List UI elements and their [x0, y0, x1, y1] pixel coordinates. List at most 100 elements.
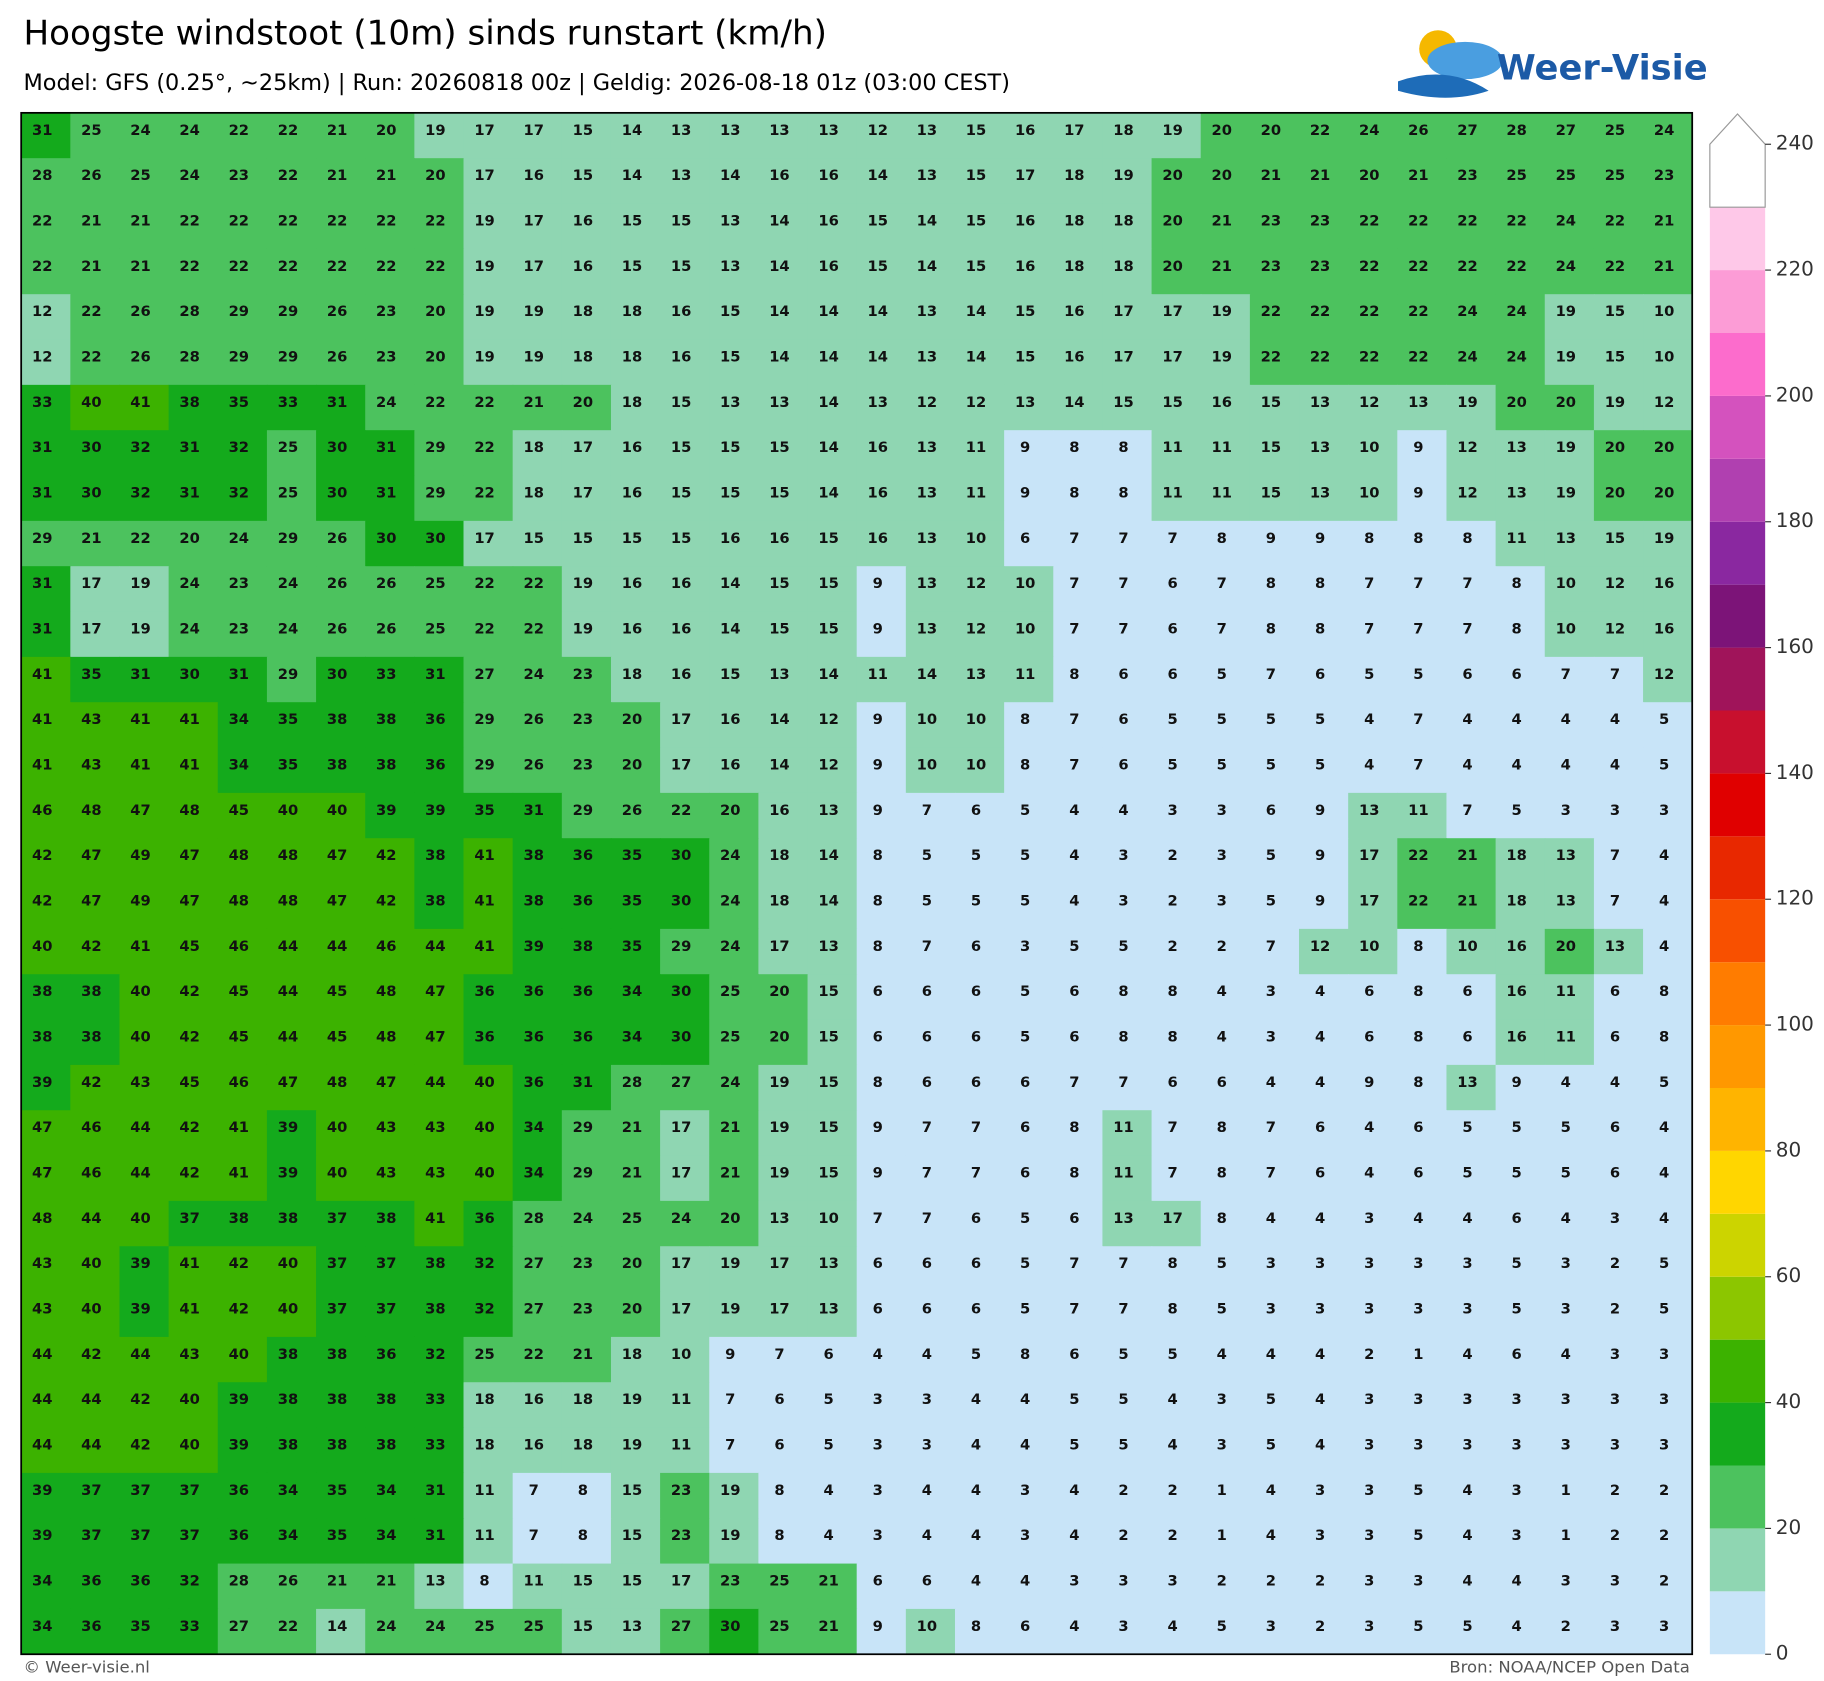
cell-value: 5: [1020, 893, 1030, 910]
cell-value: 14: [818, 666, 838, 683]
colorbar-level: [1709, 710, 1766, 774]
cell-value: 48: [81, 802, 101, 819]
cell-value: 22: [1310, 349, 1330, 366]
field-cell: [1200, 928, 1251, 975]
cell-value: 17: [1359, 847, 1379, 864]
field-cell: [119, 1608, 170, 1655]
cell-value: 24: [1506, 349, 1526, 366]
field-cell: [1200, 566, 1251, 613]
cell-value: 16: [868, 485, 888, 502]
field-cell: [1593, 1382, 1644, 1429]
field-cell: [905, 883, 956, 930]
field-cell: [954, 430, 1005, 477]
cell-value: 9: [1413, 485, 1423, 502]
field-cell: [512, 1608, 563, 1655]
field-cell: [512, 520, 563, 567]
cell-value: 25: [769, 1573, 789, 1590]
field-cell: [119, 112, 170, 159]
cell-value: 22: [1359, 213, 1379, 230]
cell-value: 8: [873, 893, 883, 910]
colorbar-level: [1709, 1276, 1766, 1340]
field-cell: [217, 974, 268, 1021]
cell-value: 4: [1168, 1437, 1178, 1454]
field-cell: [954, 1110, 1005, 1157]
field-cell: [414, 1336, 465, 1383]
cell-value: 35: [81, 666, 101, 683]
cell-value: 11: [1212, 439, 1232, 456]
field-cell: [856, 1472, 907, 1519]
field-cell: [70, 1019, 121, 1066]
field-cell: [807, 203, 858, 250]
field-cell: [561, 1291, 612, 1338]
field-cell: [1004, 1472, 1054, 1519]
field-cell: [1053, 1336, 1104, 1383]
field-cell: [1004, 384, 1054, 431]
field-cell: [709, 928, 759, 975]
field-cell: [561, 520, 612, 567]
field-cell: [610, 611, 661, 658]
colorbar-level: [1709, 1465, 1766, 1529]
cell-value: 6: [774, 1437, 784, 1454]
field-cell: [414, 339, 465, 386]
field-cell: [266, 1563, 317, 1610]
cell-value: 4: [1069, 1482, 1079, 1499]
field-cell: [1151, 475, 1202, 522]
field-cell: [365, 1336, 415, 1383]
field-cell: [119, 475, 170, 522]
cell-value: 6: [971, 1255, 981, 1272]
cell-value: 25: [1605, 122, 1625, 139]
cell-value: 13: [720, 394, 740, 411]
field-cell: [610, 702, 661, 749]
field-cell: [610, 1019, 661, 1066]
cell-value: 19: [523, 349, 543, 366]
field-cell: [21, 656, 71, 703]
field-cell: [1102, 883, 1153, 930]
field-cell: [1151, 1608, 1202, 1655]
field-cell: [1446, 294, 1497, 341]
field-cell: [512, 1382, 563, 1429]
cell-value: 39: [32, 1074, 52, 1091]
cell-value: 29: [278, 349, 298, 366]
field-cell: [856, 158, 907, 205]
field-cell: [1249, 566, 1300, 613]
field-cell: [561, 1200, 612, 1247]
field-cell: [463, 475, 514, 522]
cell-value: 46: [229, 1074, 249, 1091]
field-cell: [463, 1427, 514, 1474]
field-cell: [414, 1019, 465, 1066]
cell-value: 36: [474, 1210, 494, 1227]
field-cell: [1053, 1563, 1104, 1610]
field-cell: [758, 203, 809, 250]
field-cell: [1053, 384, 1104, 431]
cell-value: 30: [425, 530, 445, 547]
field-cell: [512, 1336, 563, 1383]
cell-value: 38: [327, 1437, 347, 1454]
field-cell: [856, 792, 907, 839]
cell-value: 4: [1561, 757, 1571, 774]
cell-value: 17: [1359, 893, 1379, 910]
field-cell: [1299, 339, 1349, 386]
field-cell: [954, 611, 1005, 658]
field-cell: [463, 112, 514, 159]
field-cell: [807, 974, 858, 1021]
field-cell: [856, 883, 907, 930]
field-cell: [217, 838, 268, 885]
cell-value: 7: [1413, 621, 1423, 638]
cell-value: 18: [622, 1346, 642, 1363]
cell-value: 10: [1654, 349, 1674, 366]
cell-value: 40: [32, 938, 52, 955]
cell-value: 45: [229, 802, 249, 819]
cell-value: 47: [278, 1074, 298, 1091]
cell-value: 24: [376, 1618, 396, 1635]
field-cell: [1397, 384, 1448, 431]
field-cell: [512, 1427, 563, 1474]
field-cell: [119, 1110, 170, 1157]
cell-value: 18: [1064, 167, 1084, 184]
field-cell: [512, 339, 563, 386]
cell-value: 3: [1462, 1437, 1472, 1454]
cell-value: 13: [720, 258, 740, 275]
field-cell: [807, 1427, 858, 1474]
cell-value: 24: [130, 122, 150, 139]
field-cell: [905, 430, 956, 477]
field-cell: [1495, 248, 1546, 295]
